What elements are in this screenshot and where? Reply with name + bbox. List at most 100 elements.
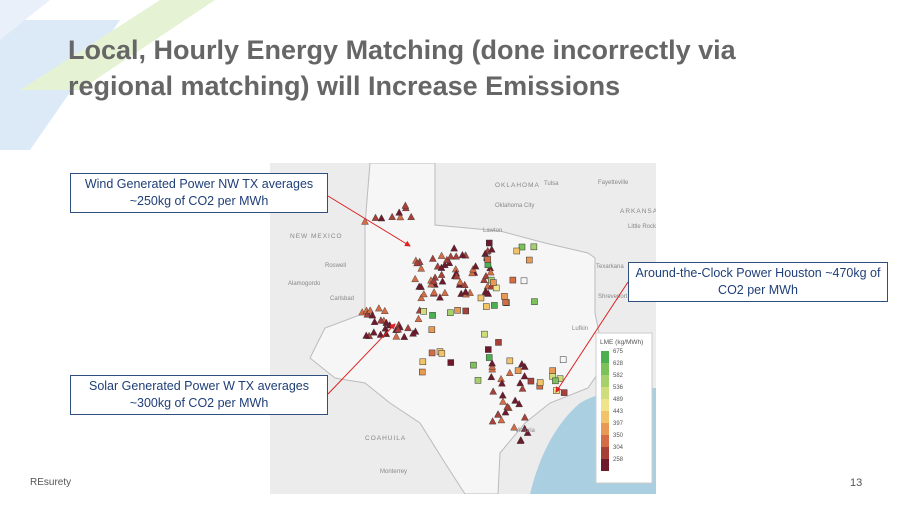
marker <box>553 387 560 394</box>
marker <box>520 372 529 380</box>
decor-shape <box>0 0 50 40</box>
marker <box>411 274 419 283</box>
marker <box>430 288 438 296</box>
marker <box>483 303 490 310</box>
map-label: Lawton <box>483 228 502 234</box>
marker <box>363 310 372 318</box>
legend-swatch <box>601 351 609 363</box>
marker <box>419 290 428 298</box>
marker <box>394 325 402 333</box>
marker <box>368 311 377 319</box>
marker <box>437 270 446 278</box>
map-label: Monterrey <box>380 469 407 475</box>
marker <box>484 256 491 263</box>
slide-title: Local, Hourly Energy Matching (done inco… <box>68 35 736 101</box>
marker <box>530 243 538 251</box>
marker <box>499 397 507 405</box>
marker <box>417 293 426 302</box>
marker <box>456 278 465 286</box>
marker <box>501 408 510 416</box>
marker <box>487 245 496 253</box>
marker <box>498 391 507 399</box>
marker <box>526 256 533 264</box>
legend-tick-label: 628 <box>613 361 624 367</box>
marker <box>498 379 506 387</box>
marker <box>460 280 469 288</box>
marker <box>462 307 469 315</box>
map-label: Roswell <box>325 263 346 269</box>
marker <box>404 323 412 332</box>
marker <box>505 368 514 376</box>
marker <box>503 402 512 410</box>
marker <box>458 250 467 259</box>
marker <box>428 254 437 262</box>
marker <box>518 384 527 392</box>
legend-tick-label: 258 <box>613 457 624 463</box>
marker <box>470 361 477 369</box>
marker <box>560 389 568 396</box>
footer: REsurety <box>30 477 72 488</box>
legend-title: LME (kg/MWh) <box>600 339 643 346</box>
marker <box>375 304 383 312</box>
marker <box>518 360 526 368</box>
marker <box>447 309 454 316</box>
marker <box>502 299 509 306</box>
legend-tick-label: 582 <box>613 373 624 379</box>
marker <box>429 312 436 319</box>
map-label: NEW MEXICO <box>290 233 343 240</box>
callout: Solar Generated Power W TX averages ~300… <box>70 375 328 415</box>
marker <box>485 354 493 361</box>
marker <box>523 428 532 436</box>
marker <box>488 417 497 425</box>
marker <box>531 298 538 305</box>
marker <box>485 346 492 353</box>
marker <box>366 306 375 314</box>
marker <box>509 276 517 284</box>
marker <box>520 424 529 432</box>
map-label: COAHUILA <box>365 435 406 442</box>
marker <box>437 263 446 271</box>
marker <box>419 358 427 366</box>
marker <box>520 413 529 421</box>
marker <box>484 289 493 297</box>
marker <box>428 326 436 333</box>
marker <box>477 294 485 302</box>
map-label: Alamogordo <box>288 281 321 287</box>
marker <box>377 316 385 324</box>
marker <box>518 243 526 251</box>
marker <box>454 307 461 314</box>
marker <box>486 268 495 276</box>
legend-tick-label: 443 <box>613 409 624 415</box>
marker <box>510 423 518 431</box>
marker <box>438 350 446 357</box>
legend-swatch <box>601 387 609 399</box>
map-label: Shreveport <box>598 294 628 300</box>
marker <box>482 272 490 280</box>
marker <box>495 339 502 346</box>
marker <box>461 287 470 295</box>
marker <box>490 279 497 286</box>
marker <box>437 251 446 259</box>
marker <box>419 368 426 376</box>
map-label: Fayetteville <box>598 180 629 186</box>
map-label: Lufkin <box>572 326 588 332</box>
map-label: ARKANSAS <box>620 208 656 215</box>
marker <box>471 262 480 270</box>
map-label: Texarkana <box>596 264 624 270</box>
legend-swatch <box>601 459 609 471</box>
marker <box>474 377 482 384</box>
legend-tick-label: 489 <box>613 397 624 403</box>
map-label: Carlsbad <box>330 296 354 302</box>
marker <box>414 314 423 322</box>
legend-swatch <box>601 375 609 387</box>
marker <box>441 288 449 296</box>
marker <box>516 436 525 444</box>
marker <box>446 252 455 260</box>
marker <box>501 293 508 300</box>
legend-swatch <box>601 411 609 423</box>
marker <box>491 302 498 309</box>
marker <box>430 277 438 285</box>
legend-tick-label: 397 <box>613 421 624 427</box>
legend-swatch <box>601 435 609 447</box>
page-number: 13 <box>850 477 863 489</box>
